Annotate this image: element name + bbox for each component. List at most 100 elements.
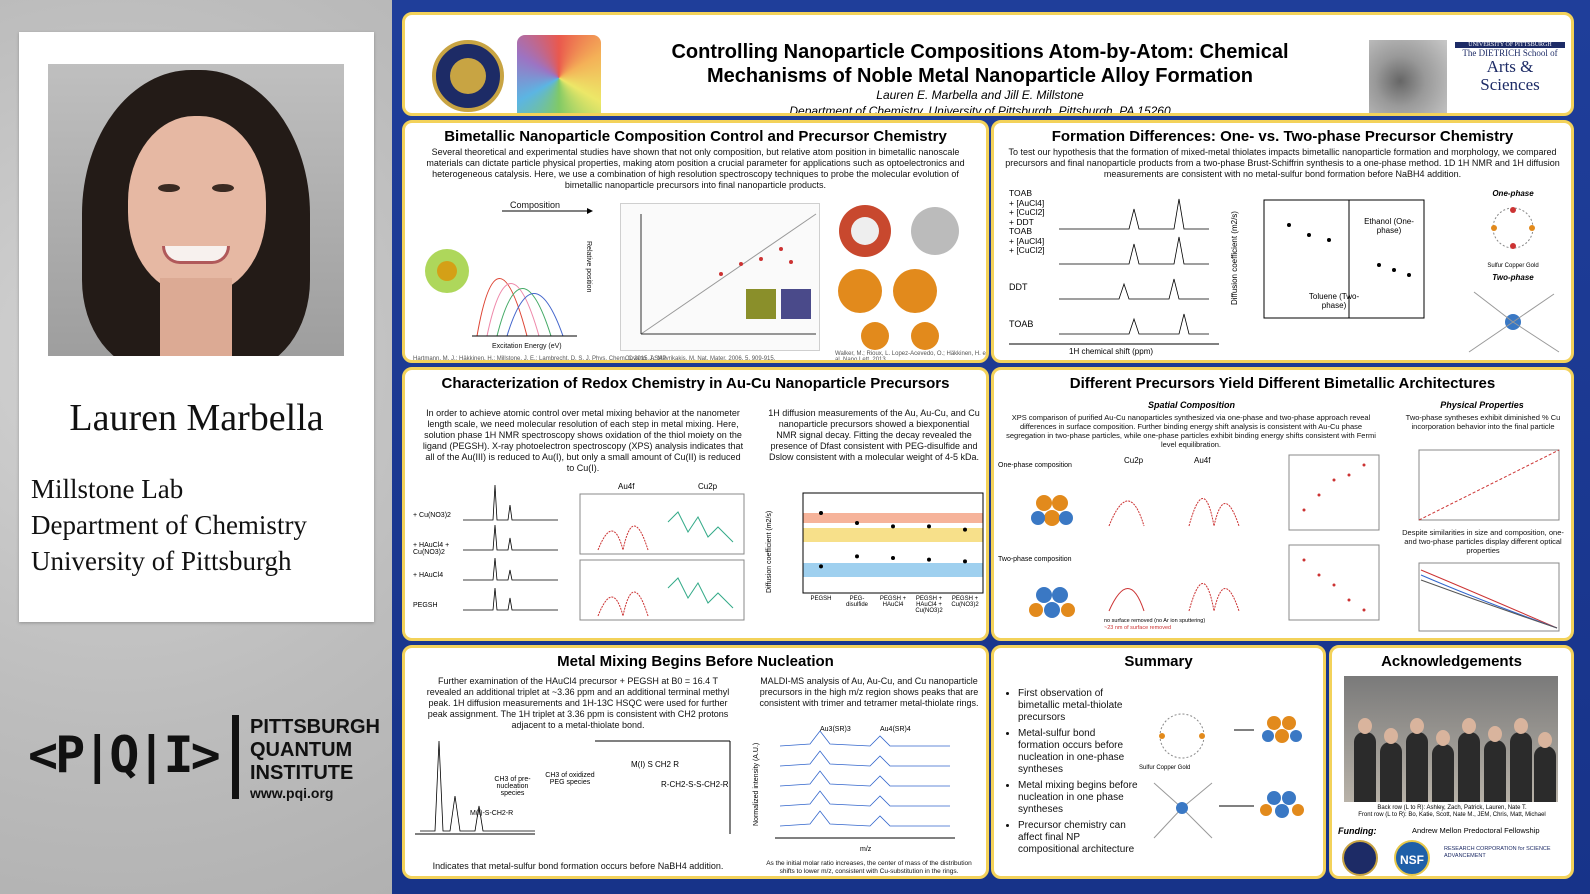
poster-header: Controlling Nanoparticle Compositions At… xyxy=(402,12,1574,116)
xps-panels: Au4f Cu2p xyxy=(568,482,748,632)
diffusion-chart: Diffusion coefficient (m2/s) Toluene (Tw… xyxy=(1229,195,1429,360)
diffusion-point xyxy=(891,556,895,560)
panel-text-right2: Despite similarities in size and composi… xyxy=(1402,528,1564,555)
segregation-chart xyxy=(620,203,820,351)
label-metal-thiolate: M(I)-S-CH2-R xyxy=(470,810,514,817)
poster-title: Controlling Nanoparticle Compositions At… xyxy=(671,41,1289,87)
pqi-name: PITTSBURGH QUANTUM INSTITUTE xyxy=(250,716,380,784)
maldi-spectra: Normalized intensity (A.U.) m/z xyxy=(753,730,955,853)
photo-caption: Back row (L to R): Ashley, Zach, Patrick… xyxy=(1358,805,1546,818)
nsf-logo-icon: NSF xyxy=(1394,840,1430,876)
summary-item: Metal mixing begins before nucleation in… xyxy=(1018,780,1138,816)
svg-text:Composition: Composition xyxy=(510,201,560,210)
label-ch3-prenucleation: CH3 of pre-nucleation species xyxy=(494,776,531,797)
tem-image xyxy=(1369,40,1447,113)
pitt-seal-icon xyxy=(1342,840,1378,876)
dietrich-logo: UNIVERSITY OF PITTSBURGH The DIETRICH Sc… xyxy=(1455,42,1565,94)
panel-text-left: Further examination of the HAuCl4 precur… xyxy=(426,676,730,730)
panel-formation-differences: Formation Differences: One- vs. Two-phas… xyxy=(991,120,1574,363)
diffusion-point xyxy=(855,521,859,525)
panel-title: Formation Differences: One- vs. Two-phas… xyxy=(1051,128,1514,145)
xps-comparison xyxy=(1108,498,1240,612)
one-phase-composition: One-phase composition xyxy=(998,462,1072,469)
svg-text:Relative position: Relative position xyxy=(585,241,592,292)
thiolate-structures: One-phase Sulfur Copper Gold Two-phase xyxy=(1454,189,1571,359)
funding-label: Funding: xyxy=(1338,826,1377,836)
diffusion-point xyxy=(927,524,931,529)
nmr-hsqc-figure xyxy=(415,740,731,835)
note-left: Indicates that metal-sulfur bond formati… xyxy=(432,861,724,871)
profile-photo xyxy=(48,64,344,356)
svg-text:m/z: m/z xyxy=(860,846,872,853)
xps-legend: no surface removed (no Ar ion sputtering… xyxy=(1104,618,1206,631)
diffusion-point xyxy=(819,511,823,515)
diffusion-point xyxy=(963,559,967,564)
panel-acknowledgements: Acknowledgements Back row (L to R): Ashl… xyxy=(1329,645,1574,879)
group-photo xyxy=(1344,676,1558,802)
diffusion-point xyxy=(963,527,967,532)
label-hsqc-thiolate: M(I) S CH2 R xyxy=(631,760,679,769)
svg-text:Normalized intensity (A.U.): Normalized intensity (A.U.) xyxy=(753,743,760,826)
summary-legend: Sulfur Copper Gold xyxy=(1139,765,1191,771)
nanoparticle-vials-image xyxy=(517,35,601,113)
panel-title: Characterization of Redox Chemistry in A… xyxy=(441,375,950,392)
summary-list: First observation of bimetallic metal-th… xyxy=(1018,688,1138,860)
two-phase-composition: Two-phase composition xyxy=(998,556,1072,563)
poster-department: Department of Chemistry, University of P… xyxy=(789,104,1171,116)
panel-summary: Summary First observation of bimetallic … xyxy=(991,645,1326,879)
fellowship-text: Andrew Mellon Predoctoral Fellowship xyxy=(1412,826,1540,835)
label-au4f: Au4f xyxy=(1194,456,1211,465)
panel-text-right1: Two-phase syntheses exhibit diminished %… xyxy=(1405,413,1561,431)
svg-text:Diffusion coefficient (m2/s): Diffusion coefficient (m2/s) xyxy=(1230,211,1239,305)
diffusion-point xyxy=(819,564,823,569)
pqi-logo: <P|Q|I> xyxy=(28,726,221,784)
summary-schematic xyxy=(1153,713,1304,839)
poster-authors: Lauren E. Marbella and Jill E. Millstone xyxy=(876,88,1084,102)
citation-2: Ouyang, J.; Mavrikakis, M. Nat. Mater. 2… xyxy=(625,356,776,362)
label-disulfide: R-CH2-S-S-CH2-R xyxy=(661,780,729,789)
citation-1: Hartmann, M. J.; Häkkinen, H.; Millstone… xyxy=(413,356,667,362)
university-seal-icon xyxy=(432,40,504,112)
absorption-figure: Composition Excitation Energy (eV) Relat… xyxy=(417,200,607,351)
subheading-spatial: Spatial Composition xyxy=(1147,400,1235,410)
research-corporation-logo: RESEARCH CORPORATION for SCIENCE ADVANCE… xyxy=(1444,846,1551,859)
panel-title: Acknowledgements xyxy=(1381,653,1522,670)
panel-bimetallic-architectures: Different Precursors Yield Different Bim… xyxy=(991,367,1574,641)
summary-item: First observation of bimetallic metal-th… xyxy=(1018,688,1138,724)
panel-title: Metal Mixing Begins Before Nucleation xyxy=(557,653,834,670)
svg-text:Excitation Energy (eV): Excitation Energy (eV) xyxy=(492,343,562,350)
optical-spectra-plot xyxy=(1418,562,1560,632)
profile-card: Lauren Marbella Millstone Lab Department… xyxy=(19,32,374,622)
affiliation-university: University of Pittsburgh xyxy=(31,546,292,576)
binding-energy-plots xyxy=(1288,454,1380,621)
label-trimer: Au3(SR)3 xyxy=(820,726,851,733)
poster: Controlling Nanoparticle Compositions At… xyxy=(392,0,1590,894)
cluster-structures-figure xyxy=(830,201,985,351)
citation-3: Walker, M.; Rioux, L. Lopez-Acevedo, O.;… xyxy=(835,351,988,363)
pqi-url[interactable]: www.pqi.org xyxy=(250,785,334,801)
nmr-stack: + Cu(NO3)2 + HAuCl4 + Cu(NO3)2 + HAuCl4 … xyxy=(413,480,563,630)
affiliation-lab: Millstone Lab xyxy=(31,474,184,504)
panel-title: Bimetallic Nanoparticle Composition Cont… xyxy=(444,128,947,145)
two-phase-cluster xyxy=(1029,587,1075,618)
summary-item: Metal-sulfur bond formation occurs befor… xyxy=(1018,728,1138,776)
panel-text: Several theoretical and experimental stu… xyxy=(426,147,965,190)
nmr-spectra: TOAB + [AuCl4] + [CuCl2] + DDT TOAB + [AuCl4]… xyxy=(1009,188,1224,359)
pqi-divider xyxy=(232,715,239,799)
affiliation-department: Department of Chemistry xyxy=(31,510,307,540)
svg-text:Diffusion coefficient (m2/s): Diffusion coefficient (m2/s) xyxy=(766,511,773,593)
note-right: As the initial molar ratio increases, th… xyxy=(766,860,972,875)
panel-text-right: MALDI-MS analysis of Au, Au-Cu, and Cu n… xyxy=(759,676,979,708)
diffusion-point xyxy=(855,554,859,559)
diffusion-point xyxy=(927,557,931,562)
subheading-physical: Physical Properties xyxy=(1440,400,1524,410)
panel-redox-chemistry: Characterization of Redox Chemistry in A… xyxy=(402,367,989,641)
label-ch3-oxidized: CH3 of oxidized PEG species xyxy=(545,772,595,786)
cu-incorporation-plot xyxy=(1418,449,1560,521)
panel-metal-mixing: Metal Mixing Begins Before Nucleation Fu… xyxy=(402,645,989,879)
summary-item: Precursor chemistry can affect final NP … xyxy=(1018,820,1138,856)
panel-title: Different Precursors Yield Different Bim… xyxy=(1069,375,1496,392)
one-phase-cluster xyxy=(1031,495,1073,526)
panel-composition-control: Bimetallic Nanoparticle Composition Cont… xyxy=(402,120,989,363)
panel-text-left: XPS comparison of purified Au-Cu nanopar… xyxy=(1006,413,1376,449)
